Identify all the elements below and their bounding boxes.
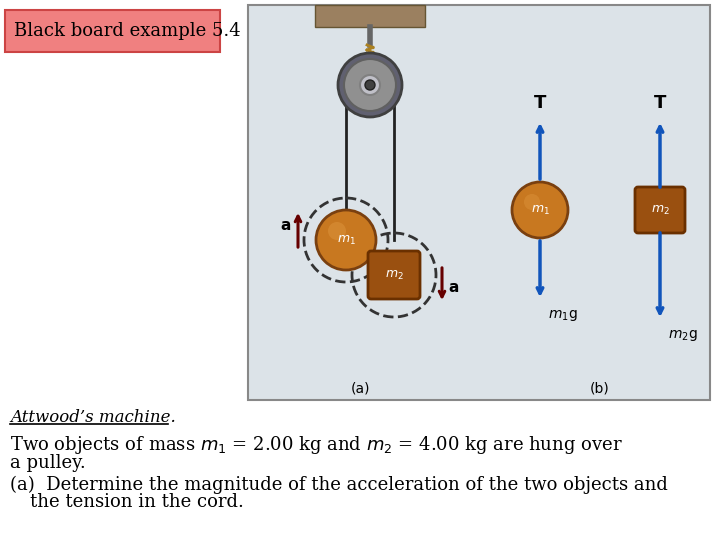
Circle shape <box>524 194 540 210</box>
Text: Attwood’s machine.: Attwood’s machine. <box>10 409 176 427</box>
FancyBboxPatch shape <box>315 5 425 27</box>
Text: $m_1$g: $m_1$g <box>548 308 577 323</box>
Circle shape <box>316 210 376 270</box>
Text: $m_2$: $m_2$ <box>651 204 670 217</box>
Circle shape <box>365 80 375 90</box>
Text: $m_2$g: $m_2$g <box>668 328 698 343</box>
Text: T: T <box>534 94 546 112</box>
Text: T: T <box>654 94 666 112</box>
Circle shape <box>512 182 568 238</box>
FancyBboxPatch shape <box>5 10 220 52</box>
Circle shape <box>344 59 396 111</box>
Text: (b): (b) <box>590 381 610 395</box>
Text: $m_2$: $m_2$ <box>384 268 403 281</box>
Text: $m_1$: $m_1$ <box>531 204 549 217</box>
Text: (a): (a) <box>350 381 370 395</box>
Text: a: a <box>449 280 459 294</box>
Text: (a)  Determine the magnitude of the acceleration of the two objects and: (a) Determine the magnitude of the accel… <box>10 476 668 494</box>
Text: a: a <box>281 218 291 233</box>
FancyBboxPatch shape <box>368 251 420 299</box>
FancyBboxPatch shape <box>635 187 685 233</box>
Text: the tension in the cord.: the tension in the cord. <box>30 493 244 511</box>
Circle shape <box>360 75 380 95</box>
Circle shape <box>328 222 346 240</box>
FancyBboxPatch shape <box>248 5 710 400</box>
Circle shape <box>338 53 402 117</box>
Text: a pulley.: a pulley. <box>10 454 86 472</box>
Text: Two objects of mass $m_1$ = 2.00 kg and $m_2$ = 4.00 kg are hung over: Two objects of mass $m_1$ = 2.00 kg and … <box>10 434 623 456</box>
Text: $m_1$: $m_1$ <box>336 233 356 247</box>
Text: Black board example 5.4: Black board example 5.4 <box>14 22 240 40</box>
